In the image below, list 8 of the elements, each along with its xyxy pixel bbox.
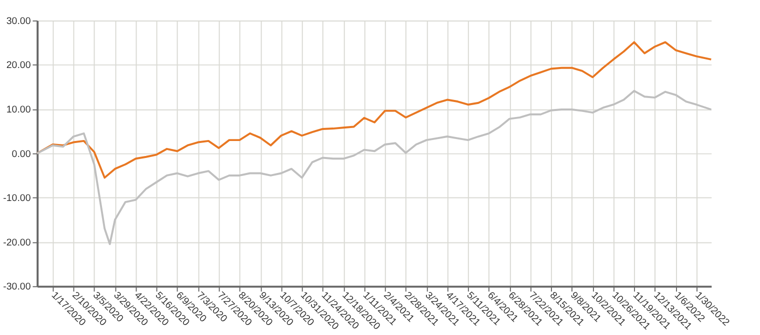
y-tick-label: 30.00 bbox=[6, 16, 32, 27]
y-tick-label: -10.00 bbox=[3, 193, 32, 204]
y-tick-label: 10.00 bbox=[6, 104, 32, 116]
line-series bbox=[36, 90, 712, 246]
y-tick-label: -30.00 bbox=[3, 282, 32, 293]
y-tick-label: -20.00 bbox=[3, 237, 32, 248]
y-tick-label: 20.00 bbox=[6, 60, 32, 72]
y-tick-label: 0.00 bbox=[12, 148, 32, 160]
